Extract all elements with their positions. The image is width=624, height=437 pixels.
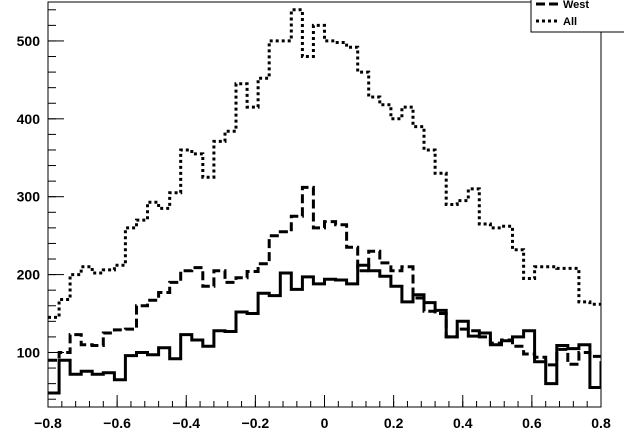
y-tick-label: 400	[17, 111, 41, 127]
x-tick-label: −0.8	[34, 415, 62, 431]
series-dashed-line	[48, 185, 601, 372]
x-tick-label: −0.2	[242, 415, 270, 431]
y-tick-label: 500	[17, 33, 41, 49]
y-tick-label: 200	[17, 267, 41, 283]
legend-label: West	[563, 0, 589, 11]
series-layer	[48, 8, 601, 395]
x-tick-label: 0.2	[384, 415, 404, 431]
x-tick-label: −0.4	[172, 415, 200, 431]
x-tick-label: 0.8	[591, 415, 611, 431]
legend: West All	[530, 0, 624, 33]
legend-box	[530, 0, 624, 33]
x-tick-label: 0	[321, 415, 329, 431]
legend-label: All	[563, 16, 577, 28]
series-dotted-line	[48, 8, 601, 319]
y-tick-label: 300	[17, 189, 41, 205]
x-tick-label: 0.4	[453, 415, 473, 431]
x-tick-label: 0.6	[522, 415, 542, 431]
y-tick-label: 100	[17, 344, 41, 360]
axis-ticks: −0.8 −0.6 −0.4 −0.2 0 0.2 0.4 0.6 0.8 100 200 300 40…	[17, 9, 611, 431]
x-tick-label: −0.6	[103, 415, 131, 431]
